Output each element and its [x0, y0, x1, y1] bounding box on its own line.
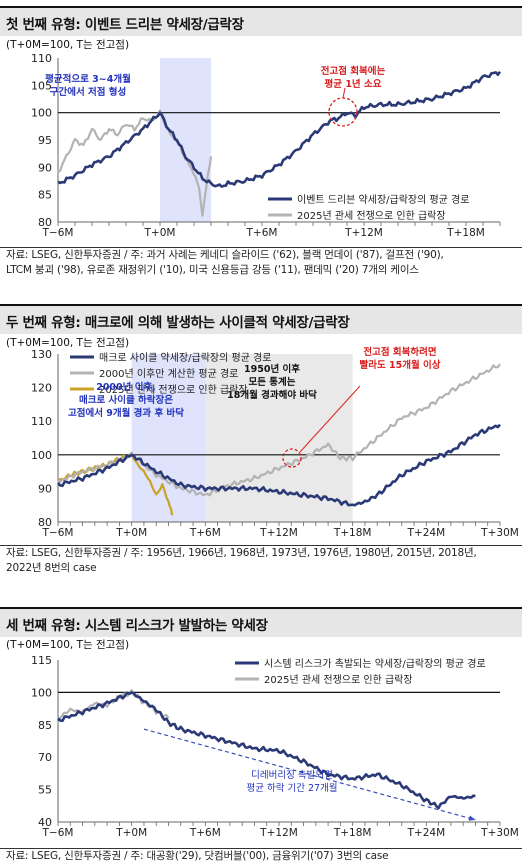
chart-note: (T+0M=100, T는 전고점) [6, 39, 129, 51]
x-tick-label: T+0M [144, 227, 176, 239]
series-line-0 [57, 691, 476, 810]
annotation-red-text: 빨라도 15개월 이상 [359, 359, 440, 371]
chart-note: (T+0M=100, T는 전고점) [6, 337, 129, 349]
series-line-0 [57, 423, 501, 507]
annotation-red-circle [328, 97, 358, 127]
x-tick-label: T+18M [446, 227, 485, 239]
trend-arrow-line [143, 728, 476, 821]
x-tick-label: T+6M [189, 527, 221, 539]
annotation-box-text: 평균적으로 3~4개월 [45, 73, 131, 85]
annotation-gray-text: 18개월 경과해야 바닥 [227, 389, 317, 401]
y-tick-label: 100 [31, 449, 52, 462]
y-tick-label: 105 [31, 79, 52, 92]
y-tick-label: 95 [38, 134, 52, 147]
y-tick-label: 90 [38, 161, 52, 174]
y-tick-label: 115 [31, 654, 52, 667]
trend-arrow-label: 평균 하락 기간 27개월 [246, 782, 337, 794]
series-line-1 [57, 109, 213, 217]
legend-label-1: 2025년 관세 전쟁으로 인한 급락장 [264, 674, 413, 686]
panel2-footer-line1: 자료: LSEG, 신한투자증권 / 주: 1956년, 1966년, 1968… [6, 547, 477, 559]
y-tick-label: 100 [31, 107, 52, 120]
panel3-title: 세 번째 유형: 시스템 리스크가 발발하는 약세장 [6, 618, 268, 634]
panel2-footer-divider [0, 545, 522, 546]
annotation-red-text: 전고점 회복에는 [321, 65, 386, 77]
x-tick-label: T+0M [115, 827, 147, 839]
legend-label-1: 2000년 이후만 계산한 평균 경로 [99, 367, 238, 380]
panel3-footer-line1: 자료: LSEG, 신한투자증권 / 주: 대공황('29), 닷컴버블('00… [6, 850, 389, 862]
legend-label-0: 시스템 리스크가 촉발되는 약세장/급락장의 평균 경로 [264, 657, 486, 670]
panel2-header: 두 번째 유형: 매크로에 의해 발생하는 사이클적 약세장/급락장 [0, 304, 522, 334]
chart-note: (T+0M=100, T는 전고점) [6, 639, 129, 651]
x-tick-label: T+12M [344, 227, 383, 239]
annotation-box-text: 매크로 사이클 하락장은 [79, 394, 173, 406]
annotation-box-text: 2000년 이후, [96, 381, 156, 393]
panel1-footer-divider [0, 247, 522, 248]
y-tick-label: 110 [31, 52, 52, 65]
panel1-footer-line2: LTCM 붕괴 ('98), 유로존 재정위기 ('10), 미국 신용등급 강… [6, 264, 419, 276]
x-tick-label: T+12M [259, 527, 298, 539]
y-tick-label: 90 [38, 482, 52, 495]
shaded-region-0 [131, 354, 206, 522]
panel2-title: 두 번째 유형: 매크로에 의해 발생하는 사이클적 약세장/급락장 [6, 315, 350, 331]
annotation-red-text: 평균 1년 소요 [325, 78, 382, 90]
annotation-red-connector [299, 385, 361, 453]
y-tick-label: 130 [31, 348, 52, 361]
chart1: (T+0M=100, T는 전고점) 80 85 90 95 100 105 110 T−6M T… [6, 39, 502, 239]
annotation-red-connector [342, 87, 346, 99]
panel1-footer: 자료: LSEG, 신한투자증권 / 주: 과거 사례는 케네디 슬라이드 ('… [6, 248, 444, 278]
x-tick-label: T+24M [407, 827, 446, 839]
annotation-box-text: 고점에서 9개월 경과 후 바닥 [68, 407, 184, 419]
series-line-0 [57, 70, 502, 188]
series-line-2 [57, 453, 174, 516]
y-tick-label: 70 [38, 751, 52, 764]
x-tick-label: T+18M [333, 827, 372, 839]
trend-arrow-head [468, 815, 476, 821]
x-tick-label: T+0M [115, 527, 147, 539]
x-tick-label: T+30M [480, 527, 519, 539]
x-tick-label: T+6M [189, 827, 221, 839]
series-line-1 [57, 363, 501, 497]
shaded-region-0 [160, 58, 211, 222]
annotation-red-text: 전고점 회복하려면 [363, 346, 436, 358]
y-tick-label: 55 [38, 784, 52, 797]
chart3: (T+0M=100, T는 전고점) 40 55 70 85 100 115 T−6M T+0M… [6, 639, 519, 839]
x-tick-label: T−6M [42, 227, 74, 239]
trend-arrow-label: 디레버리징 촉발되면 [251, 770, 333, 781]
panel2-footer: 자료: LSEG, 신한투자증권 / 주: 1956년, 1966년, 1968… [6, 546, 477, 576]
panel1-title: 첫 번째 유형: 이벤트 드리븐 약세장/급락장 [6, 17, 244, 33]
x-tick-label: T−6M [42, 527, 74, 539]
y-tick-label: 120 [31, 382, 52, 395]
y-tick-label: 80 [38, 216, 52, 229]
panel1-header: 첫 번째 유형: 이벤트 드리븐 약세장/급락장 [0, 6, 522, 36]
legend-label-0: 이벤트 드리븐 약세장/급락장의 평균 경로 [297, 193, 469, 206]
y-tick-label: 85 [38, 189, 52, 202]
x-tick-label: T+24M [407, 527, 446, 539]
annotation-gray-text: 모든 통계는 [248, 376, 295, 388]
panel3-footer: 자료: LSEG, 신한투자증권 / 주: 대공황('29), 닷컴버블('00… [6, 849, 389, 864]
chart2: (T+0M=100, T는 전고점) 80 90 100 110 120 130 T−6M T+… [6, 337, 519, 539]
panel3-header: 세 번째 유형: 시스템 리스크가 발발하는 약세장 [0, 607, 522, 637]
x-tick-label: T+30M [480, 827, 519, 839]
x-tick-label: T+12M [259, 827, 298, 839]
legend-label-2: 2025년 관세 전쟁으로 인한 급락장 [99, 384, 248, 396]
x-tick-label: T+6M [246, 227, 278, 239]
annotation-red-circle [282, 448, 302, 468]
y-tick-label: 100 [31, 686, 52, 699]
annotation-box-text: 구간에서 저점 형성 [50, 86, 127, 98]
y-tick-label: 40 [38, 816, 52, 829]
x-tick-label: T+18M [333, 527, 372, 539]
x-tick-label: T−6M [42, 827, 74, 839]
y-tick-label: 85 [38, 719, 52, 732]
y-tick-label: 110 [31, 415, 52, 428]
annotation-gray-text: 1950년 이후 [244, 363, 300, 375]
y-tick-label: 80 [38, 516, 52, 529]
panel1-footer-line1: 자료: LSEG, 신한투자증권 / 주: 과거 사례는 케네디 슬라이드 ('… [6, 249, 444, 261]
legend-label-1: 2025년 관세 전쟁으로 인한 급락장 [297, 210, 446, 222]
panel2-footer-line2: 2022년 8번의 case [6, 562, 97, 574]
legend-label-0: 매크로 사이클 약세장/급락장의 평균 경로 [99, 351, 271, 364]
panel3-footer-divider [0, 848, 522, 849]
